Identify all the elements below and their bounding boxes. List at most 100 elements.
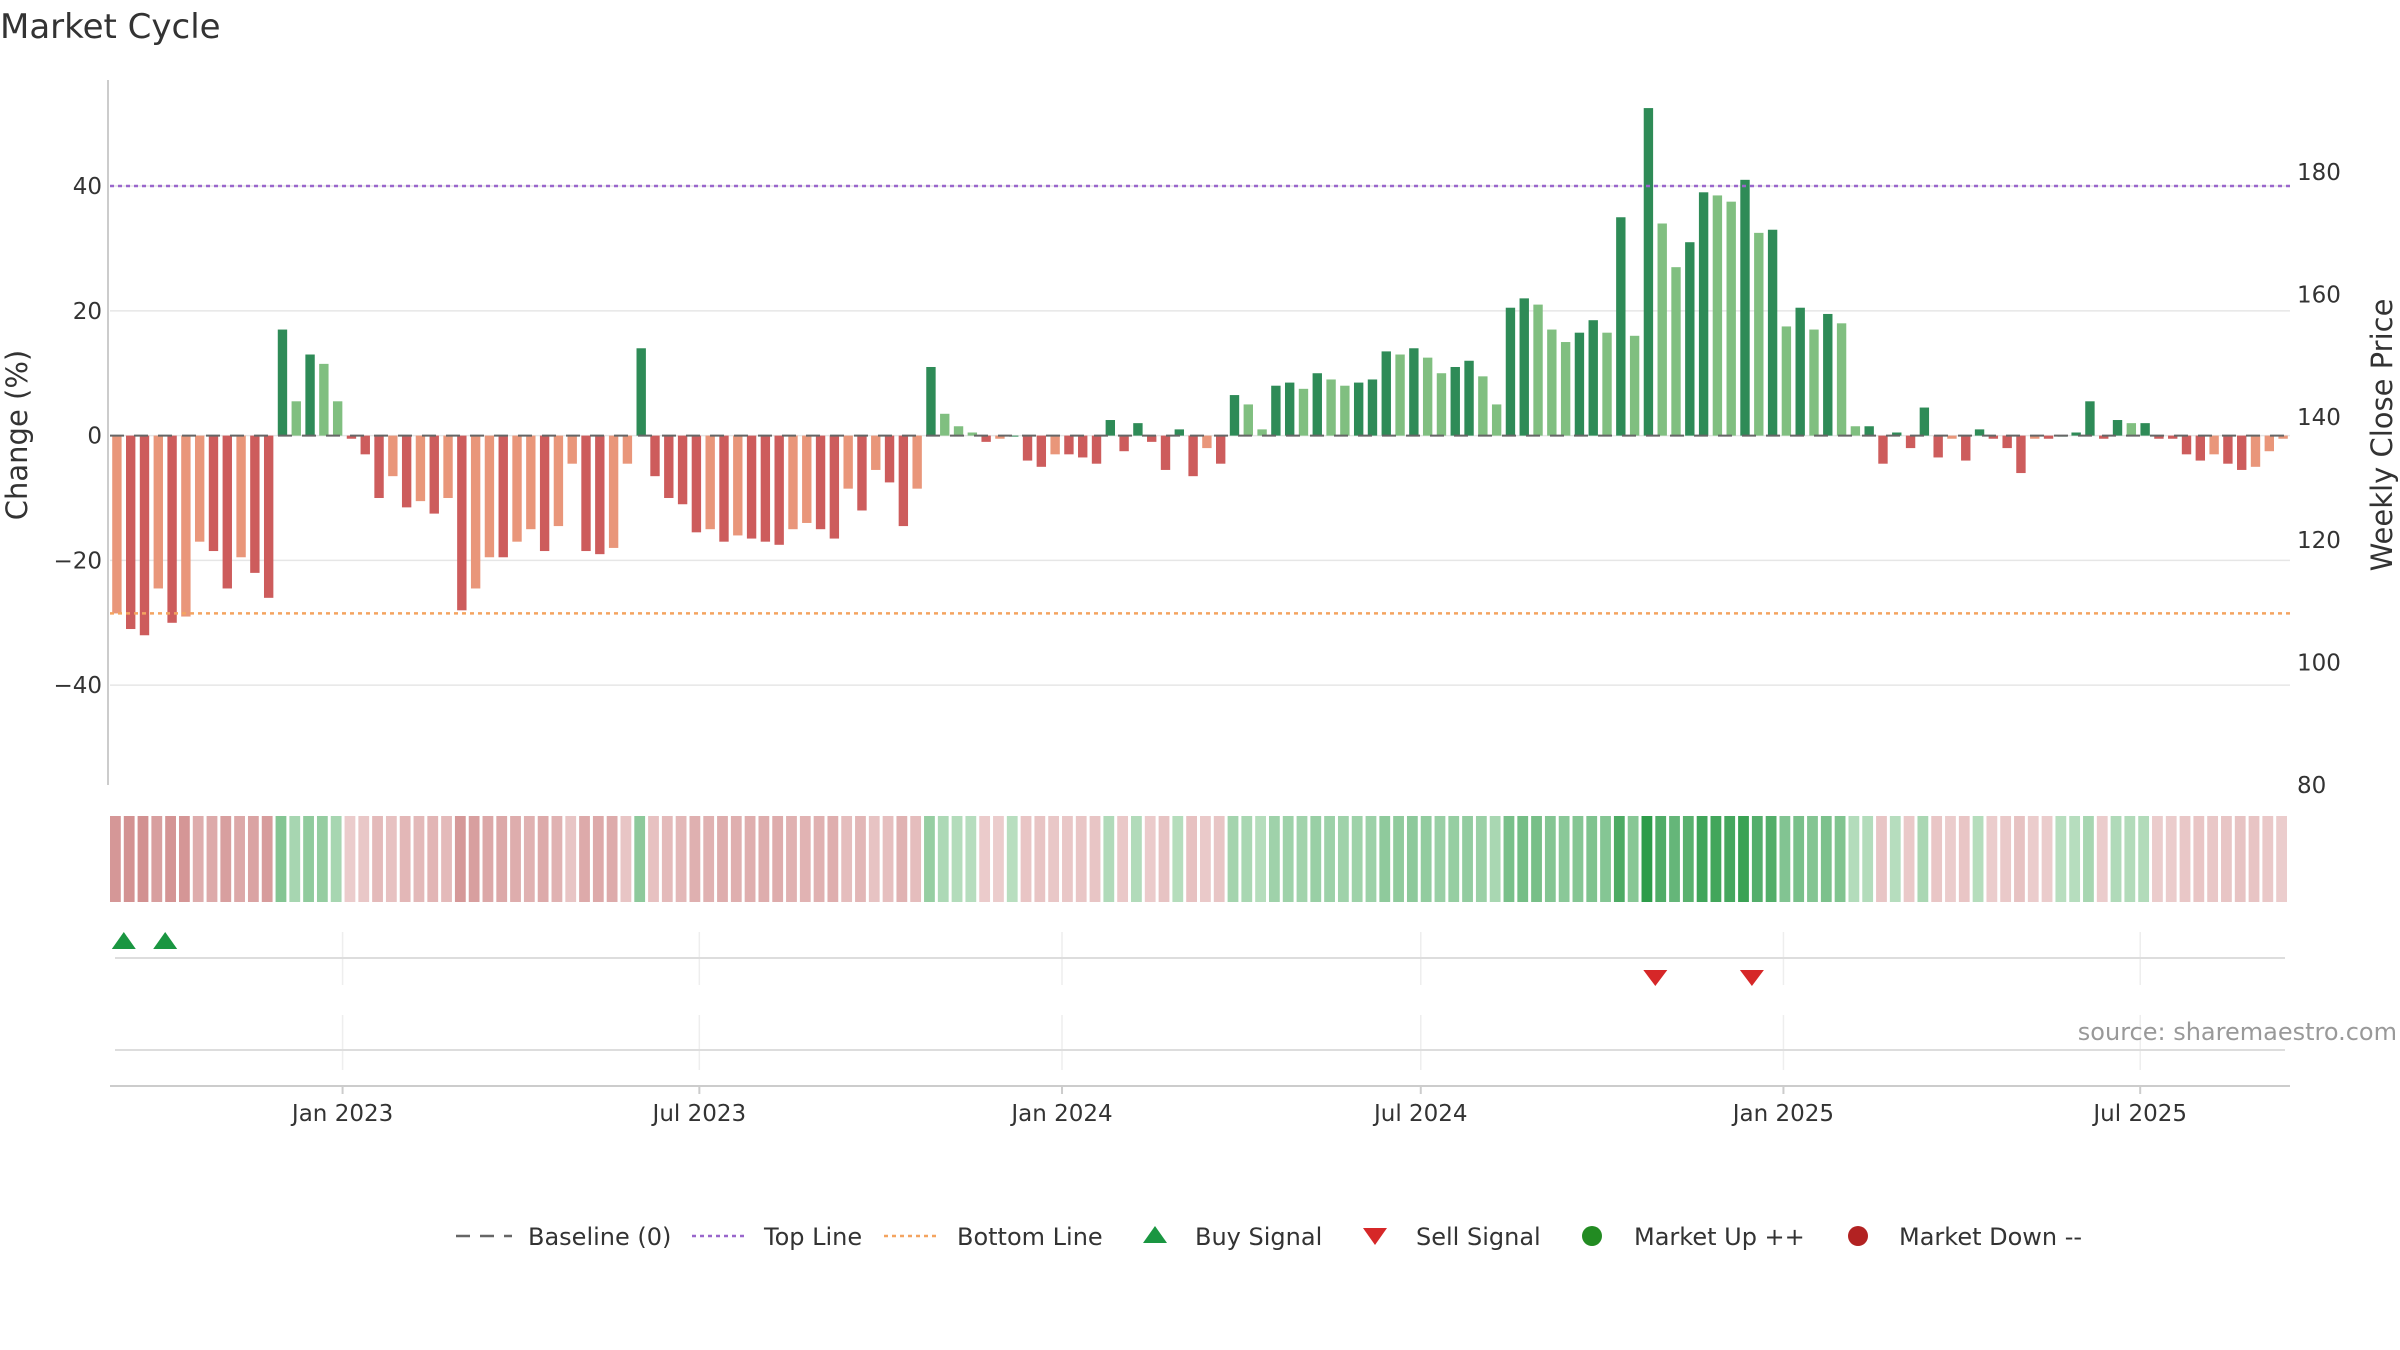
heat-cell <box>2207 816 2219 902</box>
heat-cell <box>620 816 632 902</box>
x-tick-label: Jul 2025 <box>2091 1101 2187 1127</box>
bar <box>802 435 812 523</box>
bar <box>788 435 798 530</box>
bar <box>1795 307 1805 436</box>
bar <box>167 435 177 623</box>
heat-cell <box>1048 816 1060 902</box>
bar <box>953 426 964 436</box>
heat-cell <box>1006 816 1018 902</box>
buy-signal-marker <box>111 932 136 949</box>
heat-cell <box>1489 816 1501 902</box>
bar <box>2278 435 2288 439</box>
heat-cell <box>2000 816 2012 902</box>
heat-cell <box>2096 816 2108 902</box>
x-tick-label: Jul 2024 <box>1372 1101 1468 1127</box>
y-tick-right-label: 180 <box>2297 160 2341 186</box>
heat-cell <box>123 816 135 902</box>
heat-cell <box>799 816 811 902</box>
heat-cell <box>413 816 425 902</box>
bar <box>1326 379 1336 436</box>
legend-label: Top Line <box>763 1223 862 1251</box>
bar <box>1919 407 1930 436</box>
heat-cell <box>1144 816 1156 902</box>
heat-cell <box>1958 816 1970 902</box>
bar <box>332 401 343 436</box>
x-tick-label: Jan 2025 <box>1731 1101 1834 1127</box>
heat-cell <box>151 816 163 902</box>
heat-cell <box>2152 816 2163 902</box>
bar <box>2126 423 2137 436</box>
heat-cell <box>1324 816 1335 902</box>
bars-layer <box>112 108 2288 636</box>
y-tick-right-label: 100 <box>2297 650 2341 676</box>
heat-cell <box>937 816 949 902</box>
bar <box>857 435 867 511</box>
heat-cell <box>1062 816 1073 902</box>
heat-cell <box>841 816 853 902</box>
axes-layer: 40 20 0 −20 −40 180 160 140 120 100 80 <box>53 80 2341 799</box>
heat-cell <box>703 816 715 902</box>
bar <box>1312 373 1322 436</box>
bar <box>2264 435 2274 452</box>
heat-cell <box>1986 816 1998 902</box>
heat-cell <box>1627 816 1639 902</box>
heat-cell <box>606 816 618 902</box>
heat-cell <box>1351 816 1363 902</box>
heat-cell <box>2110 816 2122 902</box>
legend-label: Market Up ++ <box>1634 1223 1805 1251</box>
bar <box>374 435 384 499</box>
heat-cell <box>1282 816 1294 902</box>
legend-market-up-icon <box>1582 1226 1602 1246</box>
bar <box>236 435 246 558</box>
y-tick-left-label: 40 <box>73 174 102 200</box>
heat-cell <box>1172 816 1184 902</box>
bar <box>1588 320 1598 436</box>
heat-cell <box>1448 816 1460 902</box>
bar <box>181 435 191 617</box>
heat-cell <box>372 816 383 902</box>
heat-cell <box>1337 816 1349 902</box>
bar <box>2002 435 2012 449</box>
bar <box>512 435 522 542</box>
heat-cell <box>1848 816 1860 902</box>
heat-cell <box>896 816 908 902</box>
heat-cell <box>496 816 508 902</box>
heat-cell <box>1158 816 1170 902</box>
bar <box>733 435 743 536</box>
bar <box>2209 435 2219 455</box>
bar <box>1933 435 1943 458</box>
bar <box>1698 192 1709 436</box>
bar <box>1340 385 1350 436</box>
heat-cell <box>1020 816 1032 902</box>
heat-cell <box>1903 816 1915 902</box>
legend-item-5: Sell Signal <box>1363 1223 1541 1251</box>
heat-cell <box>1517 816 1529 902</box>
bar <box>457 435 467 611</box>
source-label: source: sharemaestro.com <box>2078 1018 2397 1046</box>
bar <box>1064 435 1074 455</box>
legend-buy-icon <box>1143 1226 1167 1243</box>
bar <box>2223 435 2233 464</box>
bar <box>926 366 936 436</box>
bar <box>2140 423 2150 436</box>
bar <box>1643 108 1654 436</box>
signal-panel <box>111 932 2285 1070</box>
bar <box>1961 435 1971 461</box>
heat-cell <box>358 816 370 902</box>
y-tick-left-label: −20 <box>53 548 102 574</box>
heat-cell <box>2193 816 2205 902</box>
heat-cell <box>924 816 935 902</box>
heat-cell <box>855 816 866 902</box>
heat-cell <box>993 816 1004 902</box>
legend: Baseline (0) Top Line Bottom Line Buy Signa… <box>456 1223 2082 1251</box>
heat-cell <box>165 816 176 902</box>
bar <box>1050 435 1060 455</box>
heat-cell <box>303 816 314 902</box>
bar <box>981 435 991 442</box>
heat-cell <box>2069 816 2081 902</box>
heat-cell <box>1103 816 1115 902</box>
heat-cell <box>1600 816 1611 902</box>
bar <box>112 435 122 614</box>
heat-cell <box>1186 816 1197 902</box>
y-axis-right-title: Weekly Close Price <box>2365 299 2399 572</box>
